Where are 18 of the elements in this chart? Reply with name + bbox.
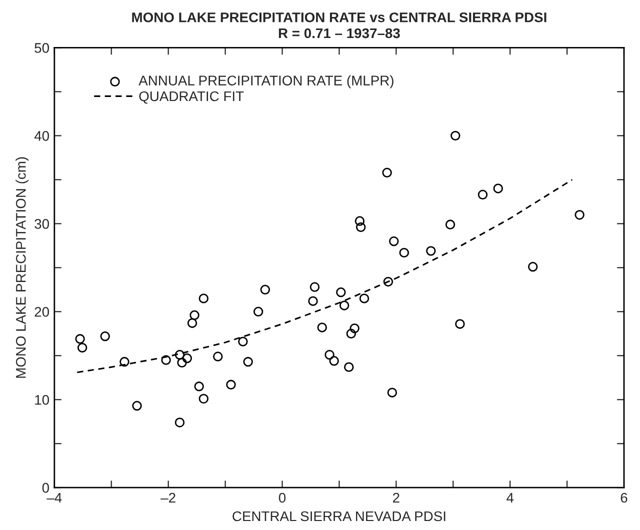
x-tick-label: 0: [278, 492, 286, 503]
x-tick-label: 4: [506, 492, 514, 503]
legend-label: QUADRATIC FIT: [139, 91, 244, 104]
y-tick-label: 40: [34, 131, 49, 141]
x-axis-title: CENTRAL SIERRA NEVADA PDSI: [232, 511, 446, 522]
y-tick-label: 30: [34, 218, 49, 229]
y-tick-label: 10: [35, 394, 49, 405]
y-tick-label: 20: [34, 306, 49, 317]
chart-subtitle: R = 0.71 – 1937–83: [278, 28, 400, 38]
x-tick-label: –2: [160, 492, 176, 503]
y-tick-label: 0: [42, 482, 49, 493]
chart-title: MONO LAKE PRECIPITATION RATE vs CENTRAL SIERRA PDSI: [132, 12, 546, 22]
legend-label: ANNUAL PRECIPITATION RATE (MLPR): [138, 75, 394, 88]
x-tick-label: 2: [392, 492, 400, 503]
x-tick-label: –4: [46, 492, 62, 503]
y-tick-label: 50: [34, 43, 49, 53]
y-axis-title: MONO LAKE PRECIPITATION (cm): [16, 157, 29, 378]
x-tick-label: 6: [620, 492, 628, 503]
